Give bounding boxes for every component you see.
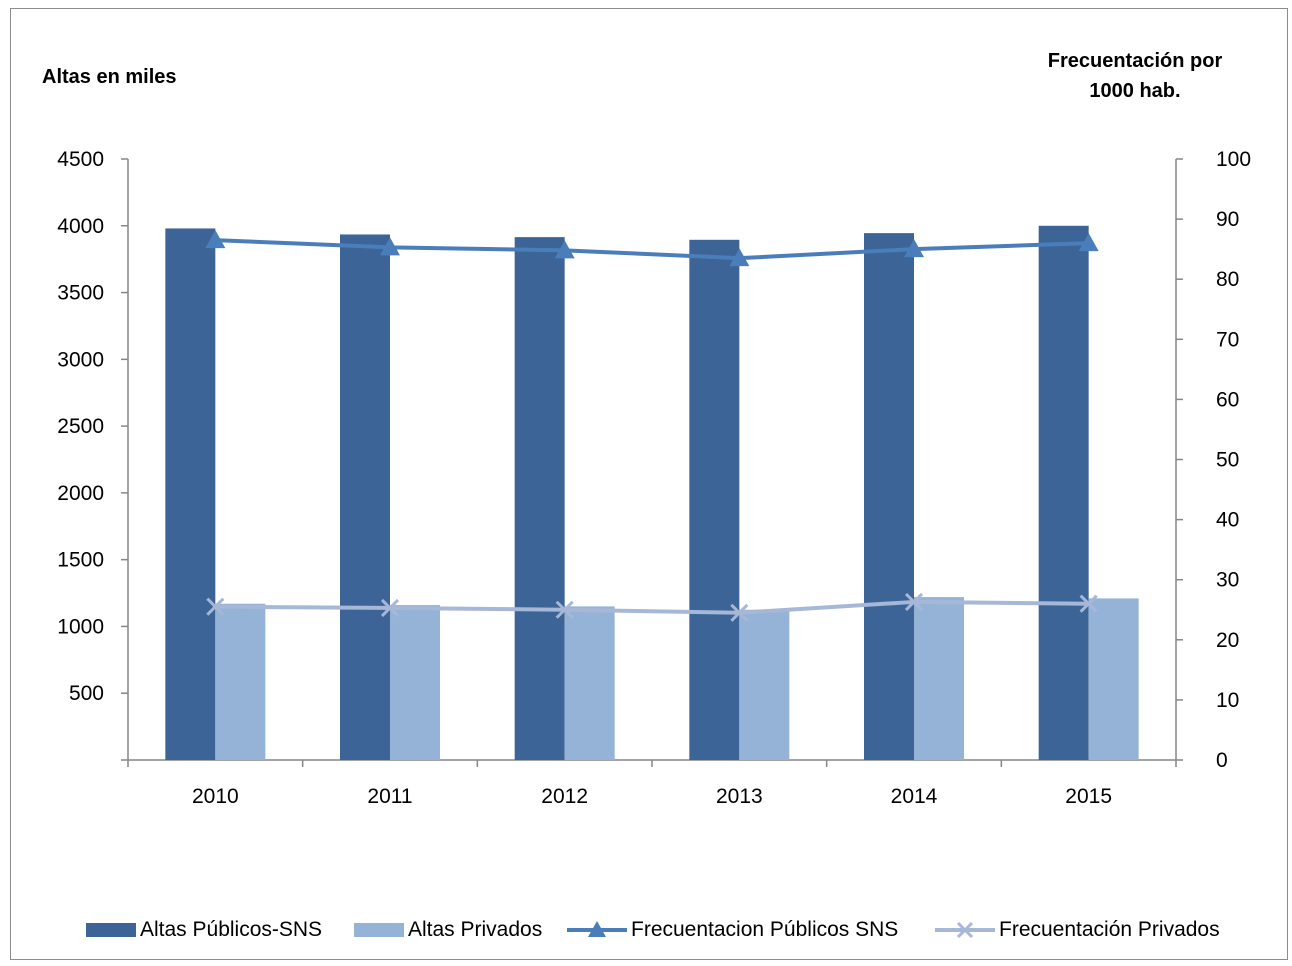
triangle-marker [554,240,575,259]
y-left-tick-label: 2500 [57,415,104,438]
x-tick-label: 2010 [192,785,239,808]
legend-item: Altas Públicos-SNS [86,914,322,946]
x-tick-label: 2013 [716,785,763,808]
legend-swatch [354,923,404,937]
triangle-marker [904,239,924,258]
y-right-tick-label: 10 [1216,689,1239,712]
triangle-marker [729,248,750,267]
bar-altas-públicos-sns [689,239,740,760]
y-axis-left-label: Altas en miles [42,66,177,88]
triangle-marker [1078,233,1099,252]
y-axis-right-label-line2: 1000 hab. [1089,80,1181,102]
y-right-tick-label: 0 [1216,749,1228,772]
chart-frame [10,8,1288,960]
x-marker [730,603,749,622]
x-tick-label: 2011 [367,785,412,808]
y-right-tick-label: 80 [1216,268,1239,291]
y-axis-right-label: Frecuentación por 1000 hab. [1010,46,1260,106]
legend-label: Altas Privados [408,918,543,941]
triangle-marker [205,230,226,249]
line-frecuentacion-públicos-sns [215,238,1089,261]
x-marker [380,598,400,618]
y-right-tick-label: 50 [1216,449,1239,472]
bar-altas-privados [914,597,964,760]
x-marker [206,597,225,616]
x-marker [1079,594,1098,613]
bar-altas-privados [215,603,266,760]
legend-item: Frecuentación Privados [935,914,1220,946]
bar-altas-privados [390,605,440,760]
bar-altas-públicos-sns [1038,225,1089,760]
y-left-tick-label: 500 [69,682,104,705]
legend-swatch [86,923,136,937]
bar-altas-privados [1088,598,1139,760]
y-left-tick-label: 3000 [57,348,104,371]
line-frecuentación-privados [215,599,1089,615]
legend-label: Frecuentación Privados [999,918,1220,941]
x-marker [904,592,924,611]
x-tick-label: 2012 [541,785,588,808]
y-right-tick-label: 100 [1216,148,1251,171]
legend-label: Frecuentacion Públicos SNS [631,918,899,941]
x-tick-label: 2015 [1065,785,1112,808]
y-right-tick-label: 90 [1216,208,1239,231]
bar-altas-públicos-sns [340,234,390,761]
legend-item: Altas Privados [354,914,542,946]
x-tick-label: 2014 [891,785,938,808]
y-left-tick-label: 2000 [57,482,104,505]
bar-altas-públicos-sns [165,228,216,761]
y-left-tick-label: 1000 [57,615,104,638]
legend-label: Altas Públicos-SNS [140,918,323,941]
triangle-marker [380,237,400,256]
bar-altas-privados [564,606,615,760]
y-left-tick-label: 4000 [57,215,104,238]
legend-line-marker [935,921,995,939]
y-left-tick-label: 3500 [57,282,104,305]
y-right-tick-label: 20 [1216,629,1239,652]
legend-item: Frecuentacion Públicos SNS [567,914,898,946]
x-marker [555,600,574,619]
y-right-tick-label: 30 [1216,569,1239,592]
y-right-tick-label: 40 [1216,509,1239,532]
y-left-tick-label: 1500 [57,549,104,572]
bar-altas-públicos-sns [864,233,914,760]
y-axis-right-label-line1: Frecuentación por [1047,50,1223,72]
y-left-tick-label: 4500 [57,148,104,171]
legend-line-marker [567,921,627,937]
chart-legend: Altas Públicos-SNS Altas Privados Frecuent… [0,914,1292,946]
bar-altas-privados [739,609,790,760]
y-right-tick-label: 60 [1216,388,1239,411]
bar-altas-públicos-sns [514,237,565,760]
y-right-tick-label: 70 [1216,328,1239,351]
